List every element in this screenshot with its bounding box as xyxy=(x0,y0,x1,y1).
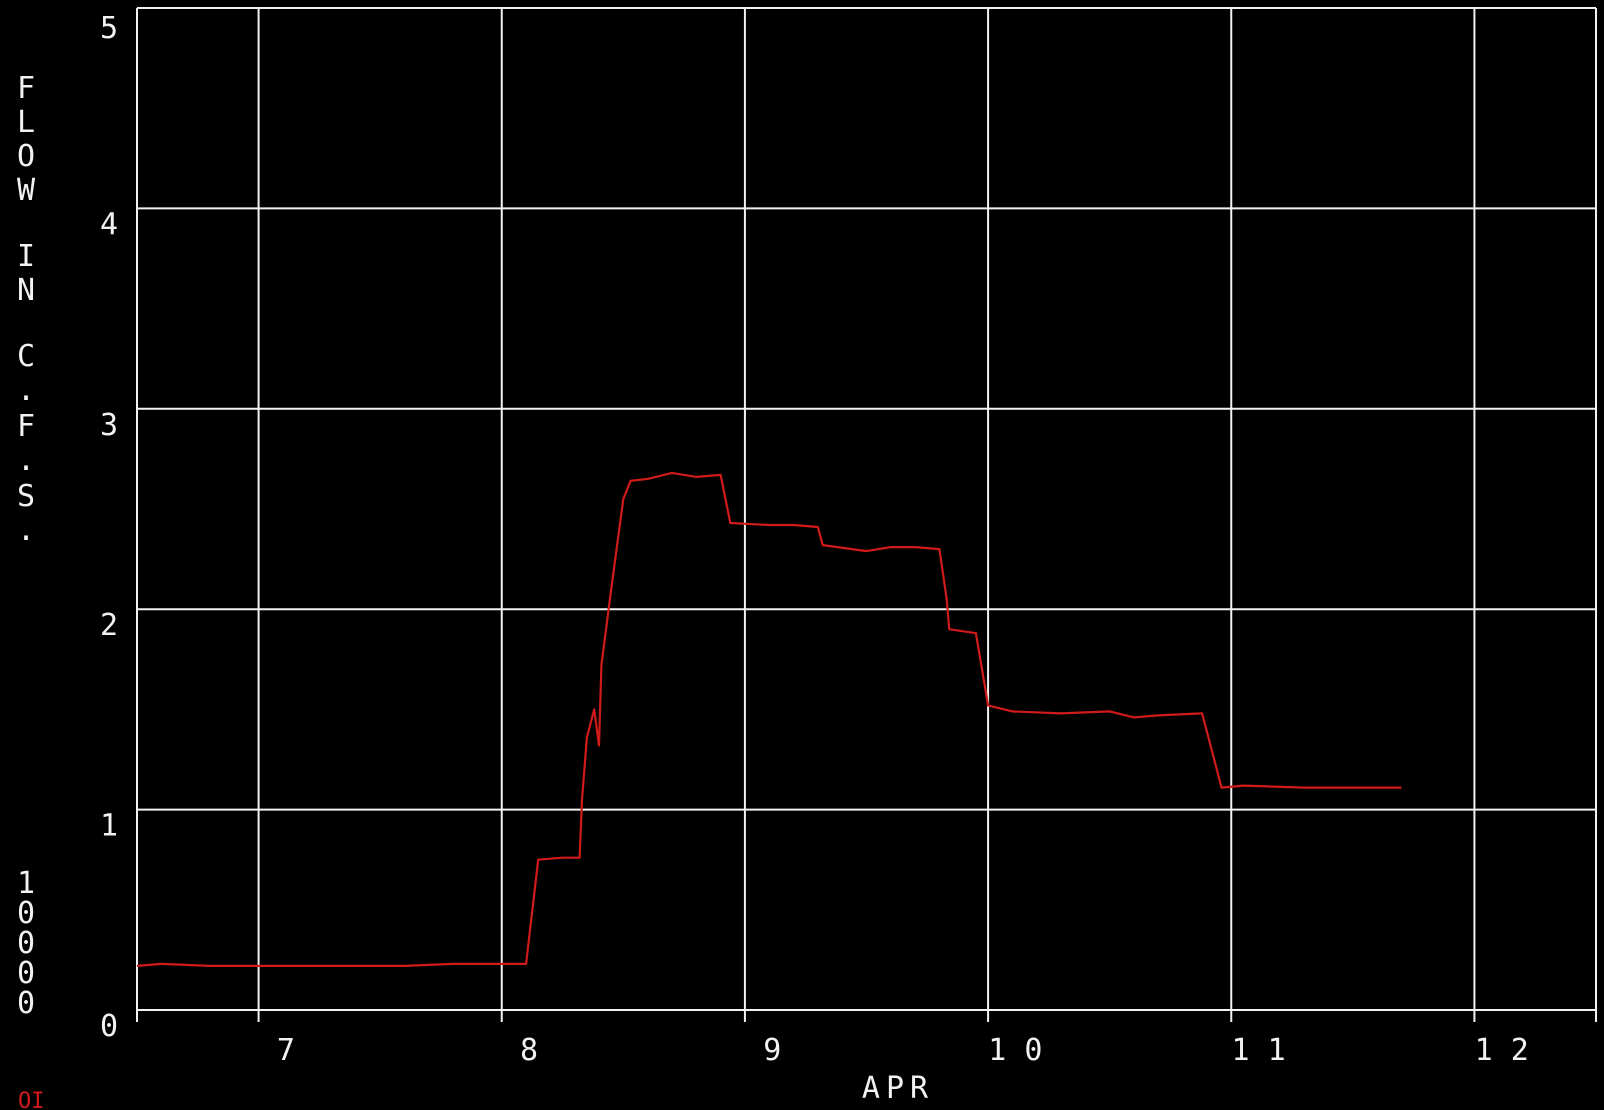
y-label-char: L xyxy=(17,105,35,140)
y-tick-label: 2 xyxy=(100,608,118,643)
y-tick-label: 3 xyxy=(100,408,118,443)
y-label-char: C xyxy=(17,339,35,374)
flow-series-line xyxy=(136,471,1402,967)
y-label-char: S xyxy=(17,479,35,514)
x-tick-label: 1 1 xyxy=(1231,1033,1285,1068)
y-tick-label: 4 xyxy=(100,207,118,242)
y-label-char: . xyxy=(17,443,35,478)
y-label-char: N xyxy=(17,273,35,308)
x-tick-labels: 7 8 9 1 0 1 1 1 2 xyxy=(277,1033,1529,1068)
y-tick-label: 5 xyxy=(100,11,118,46)
y-label-char: F xyxy=(17,409,35,444)
axes xyxy=(136,8,1597,1022)
y-label-char: W xyxy=(17,173,36,208)
y-multiplier-char: 0 xyxy=(17,986,35,1021)
corner-label: OI xyxy=(18,1089,45,1110)
x-axis-label: APR xyxy=(862,1071,934,1106)
x-tick-label: 7 xyxy=(277,1033,295,1068)
y-multiplier-char: 1 xyxy=(17,866,35,901)
x-tick-label: 1 2 xyxy=(1475,1033,1529,1068)
y-label-char: . xyxy=(17,373,35,408)
y-label-char: I xyxy=(17,239,35,274)
y-tick-labels: 0 1 2 3 4 5 xyxy=(100,11,118,1044)
y-label-char: O xyxy=(17,139,35,174)
y-tick-label: 0 xyxy=(100,1009,118,1044)
y-label-char: F xyxy=(17,71,35,106)
y-multiplier-char: 0 xyxy=(17,956,35,991)
y-multiplier-char: 0 xyxy=(17,896,35,931)
y-tick-label: 1 xyxy=(100,809,118,844)
grid-lines xyxy=(137,7,1596,1011)
x-tick-label: 9 xyxy=(763,1033,781,1068)
y-multiplier-char: 0 xyxy=(17,926,35,961)
x-tick-label: 1 0 xyxy=(988,1033,1042,1068)
x-tick-label: 8 xyxy=(520,1033,538,1068)
y-label-char: . xyxy=(17,513,35,548)
